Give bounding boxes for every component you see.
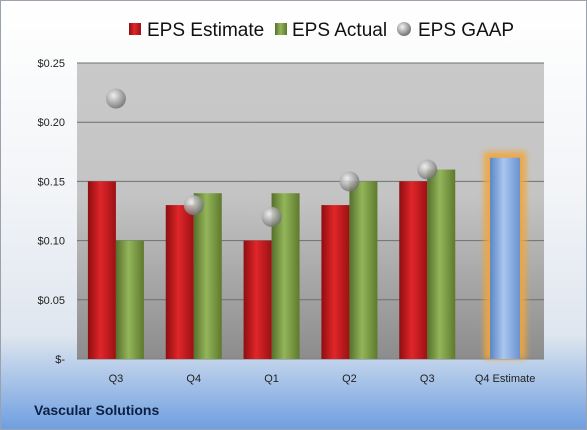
bar-eps-estimate-q1: [243, 240, 272, 359]
x-tick-label: Q4 Estimate: [475, 373, 536, 385]
marker-eps-gaap-q2: [339, 171, 360, 192]
bar-eps-actual-q4: [193, 193, 222, 359]
x-tick-label: Q4: [186, 373, 201, 385]
x-tick-label: Q2: [342, 373, 357, 385]
y-tick-label: $-: [55, 354, 65, 366]
legend-swatch-eps-gaap: [397, 22, 411, 36]
legend-label-eps-gaap: EPS GAAP: [418, 20, 514, 41]
grid-lines: [77, 62, 544, 360]
y-axis-ticks: $0.25 $0.20 $0.15 $0.10 $0.05 $-: [37, 58, 65, 366]
bar-eps-forecast-q4-estimate: [490, 157, 521, 359]
legend-swatch-eps-actual: [275, 23, 287, 35]
x-tick-label: Q1: [264, 373, 279, 385]
y-tick-label: $0.05: [37, 295, 65, 307]
marker-eps-gaap-q1: [261, 206, 282, 227]
bar-eps-estimate-q4: [165, 205, 194, 359]
x-tick-label: Q3: [420, 373, 435, 385]
x-axis-ticks: Q3 Q4 Q1 Q2 Q3 Q4 Estimate: [109, 373, 536, 385]
y-tick-label: $0.15: [37, 176, 65, 188]
bar-eps-estimate-q3: [87, 181, 116, 359]
plot-area: [77, 63, 544, 359]
y-tick-label: $0.10: [37, 236, 65, 248]
legend-swatch-eps-estimate: [129, 23, 141, 35]
bar-eps-actual-q2: [349, 181, 378, 359]
x-tick-label: Q3: [109, 373, 124, 385]
bar-eps-estimate-q3: [399, 181, 428, 359]
marker-eps-gaap-q3: [105, 88, 126, 109]
bar-eps-actual-q3: [115, 240, 144, 359]
y-tick-label: $0.25: [37, 58, 65, 70]
company-name: Vascular Solutions: [34, 402, 160, 418]
marker-eps-gaap-q4: [183, 195, 204, 216]
bars: [87, 151, 527, 359]
legend: EPS Estimate EPS Actual EPS GAAP: [129, 20, 514, 41]
gaap-markers: [105, 88, 438, 227]
legend-label-eps-actual: EPS Actual: [292, 20, 387, 41]
bar-eps-actual-q3: [427, 169, 456, 359]
bar-eps-estimate-q2: [321, 205, 350, 359]
legend-label-eps-estimate: EPS Estimate: [147, 20, 264, 41]
marker-eps-gaap-q3: [417, 159, 438, 180]
y-tick-label: $0.20: [37, 117, 65, 129]
